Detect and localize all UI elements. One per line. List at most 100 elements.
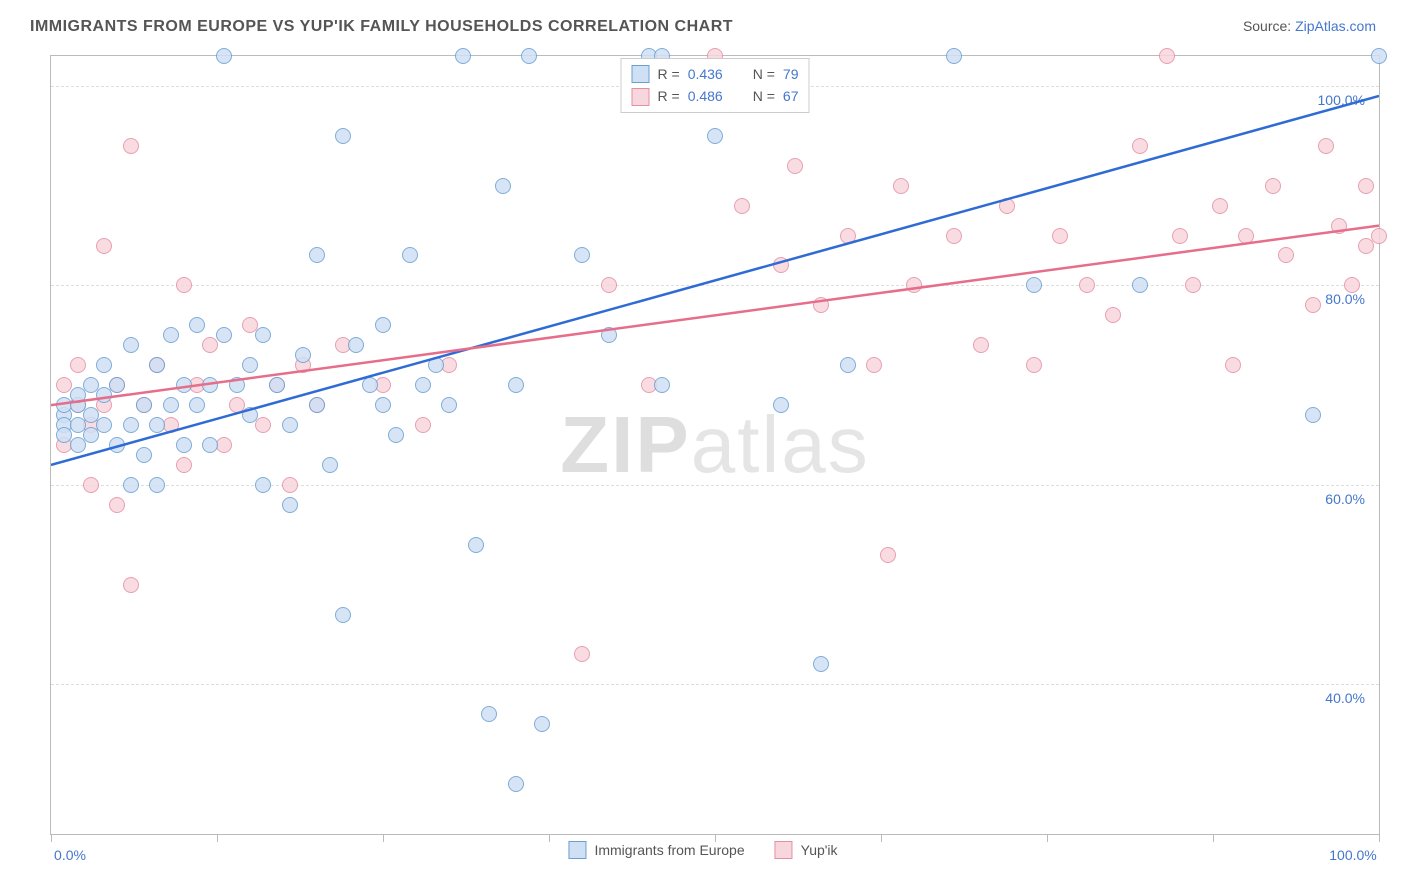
legend-correlation-box: R = 0.436 N = 79R = 0.486N = 67 (621, 58, 810, 113)
scatter-point-blue (375, 397, 391, 413)
scatter-point-pink (255, 417, 271, 433)
scatter-point-pink (574, 646, 590, 662)
scatter-point-pink (176, 457, 192, 473)
regression-lines (51, 56, 1379, 834)
scatter-point-pink (1105, 307, 1121, 323)
scatter-point-pink (70, 397, 86, 413)
x-tick (1213, 834, 1214, 842)
y-tick-label: 80.0% (1325, 291, 1365, 307)
scatter-point-pink (1212, 198, 1228, 214)
source-link[interactable]: ZipAtlas.com (1295, 18, 1376, 34)
legend-swatch-blue (632, 65, 650, 83)
scatter-point-blue (269, 377, 285, 393)
scatter-point-pink (973, 337, 989, 353)
legend-row-pink: R = 0.486N = 67 (632, 85, 799, 107)
gridline-h (51, 485, 1379, 486)
scatter-point-blue (813, 656, 829, 672)
legend-series: Immigrants from Europe Yup'ik (568, 841, 837, 859)
chart-title: IMMIGRANTS FROM EUROPE VS YUP'IK FAMILY … (30, 18, 733, 36)
scatter-point-blue (163, 327, 179, 343)
scatter-point-blue (123, 417, 139, 433)
x-tick (1379, 834, 1380, 842)
chart-plot-area: ZIPatlas R = 0.436N = 79R = 0.486N = 67 … (50, 55, 1380, 835)
scatter-point-blue (534, 716, 550, 732)
scatter-point-pink (163, 417, 179, 433)
x-tick (217, 834, 218, 842)
scatter-point-pink (1026, 357, 1042, 373)
scatter-point-blue (70, 437, 86, 453)
x-tick (383, 834, 384, 842)
legend-bottom-swatch-pink (775, 841, 793, 859)
scatter-point-blue (574, 247, 590, 263)
scatter-point-pink (1371, 228, 1387, 244)
scatter-point-blue (335, 128, 351, 144)
scatter-point-blue (123, 337, 139, 353)
regression-line-pink (51, 226, 1379, 406)
scatter-point-blue (216, 48, 232, 64)
legend-bottom-label: Immigrants from Europe (594, 842, 744, 858)
scatter-point-pink (123, 577, 139, 593)
scatter-point-pink (1132, 138, 1148, 154)
gridline-h (51, 285, 1379, 286)
scatter-point-blue (56, 407, 72, 423)
scatter-point-blue (707, 128, 723, 144)
scatter-point-pink (123, 138, 139, 154)
scatter-point-pink (109, 497, 125, 513)
legend-n-value: 79 (783, 63, 799, 85)
scatter-point-pink (999, 198, 1015, 214)
scatter-point-blue (83, 377, 99, 393)
legend-n-label: N = (753, 63, 775, 85)
legend-r-label: R = (658, 85, 680, 107)
scatter-point-pink (136, 397, 152, 413)
scatter-point-pink (840, 228, 856, 244)
x-tick (549, 834, 550, 842)
scatter-point-blue (415, 377, 431, 393)
scatter-point-pink (229, 397, 245, 413)
scatter-point-pink (1305, 297, 1321, 313)
scatter-point-pink (202, 337, 218, 353)
scatter-point-pink (56, 377, 72, 393)
scatter-point-blue (83, 407, 99, 423)
scatter-point-blue (362, 377, 378, 393)
legend-bottom-item-pink: Yup'ik (775, 841, 838, 859)
scatter-point-pink (109, 377, 125, 393)
scatter-point-pink (83, 417, 99, 433)
legend-r-value: 0.436 (688, 63, 723, 85)
x-tick (1047, 834, 1048, 842)
scatter-point-pink (1318, 138, 1334, 154)
scatter-point-pink (309, 397, 325, 413)
scatter-point-pink (269, 377, 285, 393)
scatter-point-blue (83, 427, 99, 443)
legend-r-value: 0.486 (688, 85, 723, 107)
scatter-point-blue (202, 437, 218, 453)
scatter-point-pink (295, 357, 311, 373)
scatter-point-pink (1278, 247, 1294, 263)
scatter-point-pink (893, 178, 909, 194)
scatter-point-pink (946, 228, 962, 244)
scatter-point-pink (335, 337, 351, 353)
scatter-point-blue (495, 178, 511, 194)
scatter-point-pink (734, 198, 750, 214)
scatter-point-blue (1305, 407, 1321, 423)
scatter-point-pink (1172, 228, 1188, 244)
scatter-point-blue (428, 357, 444, 373)
scatter-point-blue (229, 377, 245, 393)
scatter-point-blue (295, 347, 311, 363)
scatter-point-blue (96, 417, 112, 433)
scatter-point-pink (641, 377, 657, 393)
scatter-point-pink (1052, 228, 1068, 244)
scatter-point-blue (402, 247, 418, 263)
legend-r-label: R = (658, 63, 680, 85)
scatter-point-blue (348, 337, 364, 353)
source-label: Source: (1243, 18, 1295, 34)
scatter-point-pink (1358, 238, 1374, 254)
scatter-point-blue (109, 437, 125, 453)
scatter-point-pink (242, 317, 258, 333)
scatter-point-blue (216, 327, 232, 343)
scatter-point-blue (508, 776, 524, 792)
scatter-point-blue (70, 387, 86, 403)
scatter-point-pink (1238, 228, 1254, 244)
scatter-point-blue (56, 417, 72, 433)
watermark-part1: ZIP (560, 400, 690, 489)
scatter-point-blue (163, 397, 179, 413)
